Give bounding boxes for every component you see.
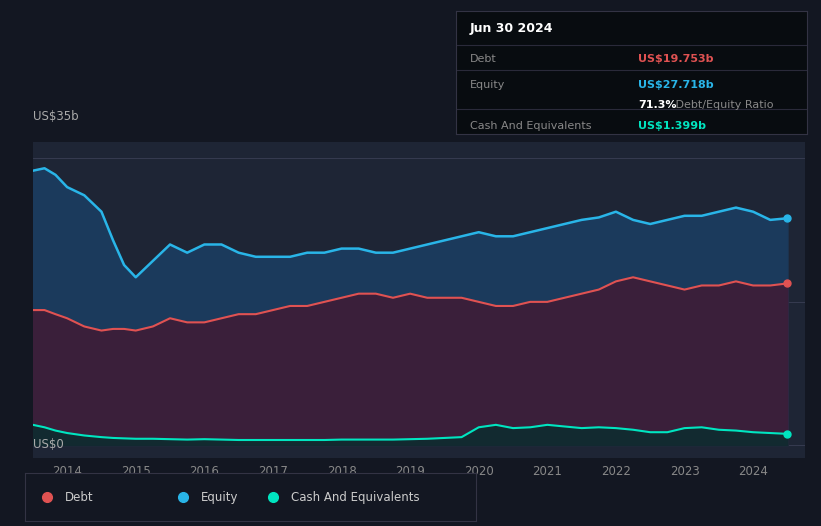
Text: Debt/Equity Ratio: Debt/Equity Ratio	[672, 99, 773, 109]
Text: Equity: Equity	[470, 80, 505, 90]
Text: US$19.753b: US$19.753b	[639, 54, 714, 64]
Text: Jun 30 2024: Jun 30 2024	[470, 22, 553, 35]
Text: Debt: Debt	[470, 54, 497, 64]
Text: US$27.718b: US$27.718b	[639, 80, 714, 90]
Text: US$0: US$0	[33, 438, 63, 451]
Text: US$35b: US$35b	[33, 110, 79, 123]
Text: Debt: Debt	[66, 491, 94, 503]
Text: Cash And Equivalents: Cash And Equivalents	[291, 491, 420, 503]
Text: Equity: Equity	[201, 491, 238, 503]
Text: 71.3%: 71.3%	[639, 99, 677, 109]
Text: US$1.399b: US$1.399b	[639, 120, 706, 130]
Text: Cash And Equivalents: Cash And Equivalents	[470, 120, 591, 130]
